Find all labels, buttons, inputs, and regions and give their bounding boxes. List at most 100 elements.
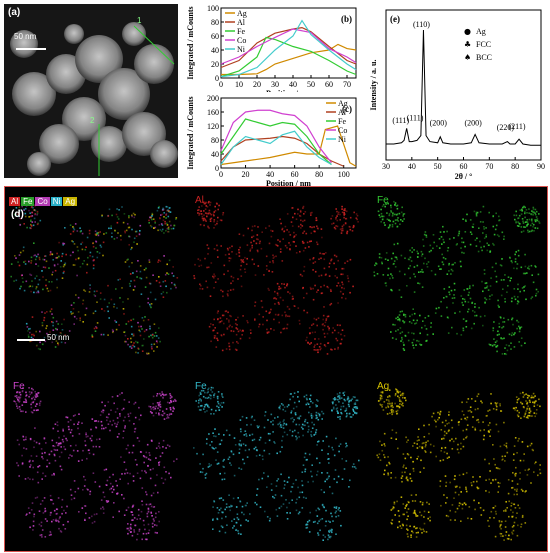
y-tick-label: 60	[211, 32, 219, 41]
y-tick-label: 200	[207, 94, 219, 103]
speckle-layer	[376, 388, 542, 541]
y-tick-label: 80	[211, 18, 219, 27]
eds-map-co: Fe	[7, 375, 179, 547]
x-tick-label: 0	[219, 80, 223, 89]
tem-image	[4, 4, 178, 178]
x-tick-label: 10	[235, 80, 243, 89]
peak-label: (211)	[509, 122, 526, 131]
legend-marker: ●	[464, 27, 471, 36]
peak-label: (111)	[392, 116, 409, 125]
x-tick-label: 70	[485, 162, 493, 171]
panel-label: (c)	[342, 104, 352, 114]
legend-label: BCC	[476, 53, 492, 62]
x-axis-label: Position / nm	[266, 179, 311, 187]
x-axis-label: 2θ / °	[455, 172, 473, 181]
series-line-al	[220, 135, 344, 167]
series-line-co	[220, 109, 332, 164]
legend-label-co: Co	[237, 36, 246, 45]
peak-label: (200)	[430, 118, 448, 127]
x-tick-label: 80	[511, 162, 519, 171]
legend-label-fe: Fe	[237, 27, 245, 36]
line-profile-chart-c: 0 20 40 60 80 100 0 40 80 120 160 200 Position / nm I…	[183, 92, 363, 187]
x-tick-label: 70	[343, 80, 351, 89]
plot-frame	[220, 7, 357, 79]
speckle-layer	[193, 200, 359, 355]
map-title-co: Fe	[13, 381, 25, 392]
legend-label-co: Co	[338, 126, 347, 135]
panel-label: (b)	[341, 14, 352, 24]
map-title-al: Al	[195, 195, 204, 206]
map-title-fe: Fe	[377, 195, 389, 206]
xrd-chart-e: 30 40 50 60 70 80 90 2θ / ° Intensity / a. u. (e)…	[364, 2, 548, 187]
x-tick-label: 20	[253, 80, 261, 89]
eds-map-al: Al	[189, 189, 361, 361]
speckle-layer	[373, 200, 541, 356]
eds-map-ni: Fe	[189, 375, 361, 547]
map-title-ni: Fe	[195, 381, 207, 392]
xrd-pattern	[386, 29, 541, 146]
peak-label: (200)	[464, 118, 482, 127]
scale-bar-label: 50 nm	[14, 32, 37, 41]
y-tick-label: 20	[211, 60, 219, 69]
legend-label-al: Al	[237, 18, 246, 27]
y-axis-label: Integrated / mCounts	[186, 96, 195, 169]
legend-chip-ag: Ag	[63, 197, 78, 206]
peak-label: (111)	[407, 114, 424, 123]
x-tick-label: 100	[338, 170, 350, 179]
x-tick-label: 80	[315, 170, 323, 179]
legend-chip-fe: Fe	[21, 197, 35, 206]
y-tick-label: 40	[211, 46, 219, 55]
legend-chip-al: Al	[9, 197, 21, 206]
legend-label-al: Al	[338, 108, 347, 117]
y-axis-label: Integrated / mCounts	[186, 6, 195, 79]
series-line-fe	[220, 118, 332, 165]
panel-label-d: (d)	[11, 209, 24, 220]
legend-label-ni: Ni	[237, 45, 246, 54]
y-tick-label: 120	[207, 122, 219, 131]
overlay-legend: Al Fe Co Ni Ag	[9, 191, 78, 209]
x-tick-label: 30	[271, 80, 279, 89]
legend-marker: ♠	[464, 53, 471, 62]
legend-label-fe: Fe	[338, 117, 346, 126]
line-label-2: 2	[90, 116, 95, 125]
plot-frame	[220, 97, 357, 169]
speckle-layer	[13, 387, 178, 541]
x-tick-label: 0	[219, 170, 223, 179]
speckle-layer	[10, 200, 179, 355]
y-tick-label: 100	[207, 4, 219, 13]
series-line-ni	[220, 19, 357, 78]
x-tick-label: 40	[289, 80, 297, 89]
y-tick-label: 0	[215, 74, 219, 83]
x-tick-label: 60	[325, 80, 333, 89]
series-line-ag	[221, 43, 357, 76]
series-line-ag	[220, 125, 357, 167]
y-tick-label: 0	[215, 164, 219, 173]
legend-label: FCC	[476, 40, 491, 49]
x-tick-label: 40	[408, 162, 416, 171]
y-tick-label: 160	[207, 108, 219, 117]
x-tick-label: 50	[434, 162, 442, 171]
x-tick-label: 90	[537, 162, 545, 171]
y-tick-label: 80	[211, 136, 219, 145]
x-tick-label: 30	[382, 162, 390, 171]
legend-chip-co: Co	[35, 197, 50, 206]
legend-label-ag: Ag	[237, 9, 247, 18]
legend-label-ag: Ag	[338, 99, 348, 108]
eds-overlay-map: Al Fe Co Ni Ag (d) 50 nm	[7, 189, 179, 361]
tem-image-panel: (a) 50 nm 1 2	[4, 4, 178, 178]
scale-bar	[17, 339, 45, 341]
x-tick-label: 40	[266, 170, 274, 179]
panel-label: (e)	[390, 14, 400, 24]
series-line-ni	[220, 130, 332, 166]
map-title-ag: Ag	[377, 381, 390, 392]
y-axis-label: Intensity / a. u.	[369, 60, 378, 111]
x-tick-label: 50	[307, 80, 315, 89]
line-label-1: 1	[137, 16, 142, 25]
legend-label: Ag	[476, 27, 486, 36]
y-tick-label: 40	[211, 150, 219, 159]
peak-label: (220)	[497, 123, 515, 132]
peak-label: (110)	[413, 20, 430, 29]
x-tick-label: 60	[460, 162, 468, 171]
scale-bar-label-d: 50 nm	[47, 333, 70, 342]
